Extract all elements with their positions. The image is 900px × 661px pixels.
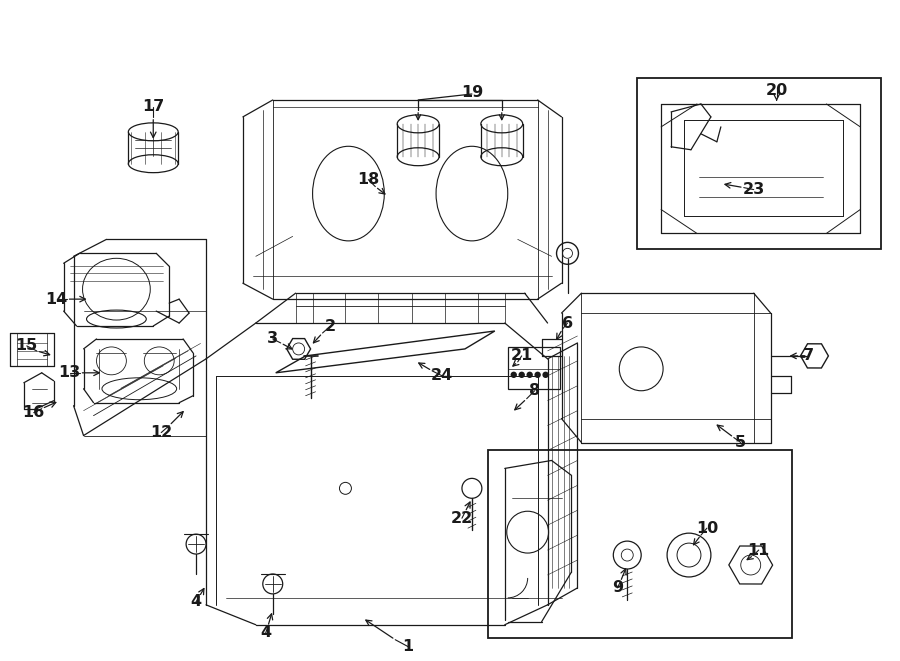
- Text: 23: 23: [742, 182, 765, 197]
- Text: 11: 11: [748, 543, 770, 558]
- Circle shape: [543, 372, 548, 377]
- Text: 18: 18: [357, 172, 380, 187]
- Bar: [488, 451, 792, 638]
- Text: 6: 6: [562, 315, 573, 330]
- Text: 15: 15: [15, 338, 38, 354]
- Circle shape: [536, 372, 540, 377]
- Circle shape: [527, 372, 532, 377]
- Bar: [508, 347, 560, 389]
- Circle shape: [519, 372, 524, 377]
- Text: 22: 22: [451, 511, 473, 525]
- Text: 14: 14: [46, 292, 68, 307]
- Text: 19: 19: [461, 85, 483, 100]
- Text: 24: 24: [431, 368, 454, 383]
- Text: 13: 13: [58, 366, 81, 380]
- Text: 17: 17: [142, 99, 165, 114]
- Text: 20: 20: [766, 83, 788, 98]
- Text: 8: 8: [529, 383, 540, 398]
- Text: 7: 7: [803, 348, 814, 364]
- Text: 4: 4: [191, 594, 202, 609]
- Text: 1: 1: [402, 639, 414, 654]
- Text: 3: 3: [267, 331, 278, 346]
- Text: 12: 12: [150, 425, 172, 440]
- Bar: [637, 78, 881, 249]
- Text: 16: 16: [22, 405, 45, 420]
- Text: 9: 9: [612, 580, 623, 596]
- Circle shape: [511, 372, 517, 377]
- Text: 4: 4: [260, 625, 271, 641]
- Text: 10: 10: [696, 521, 718, 535]
- Text: 2: 2: [325, 319, 336, 334]
- Text: 21: 21: [510, 348, 533, 364]
- Text: 5: 5: [735, 435, 746, 450]
